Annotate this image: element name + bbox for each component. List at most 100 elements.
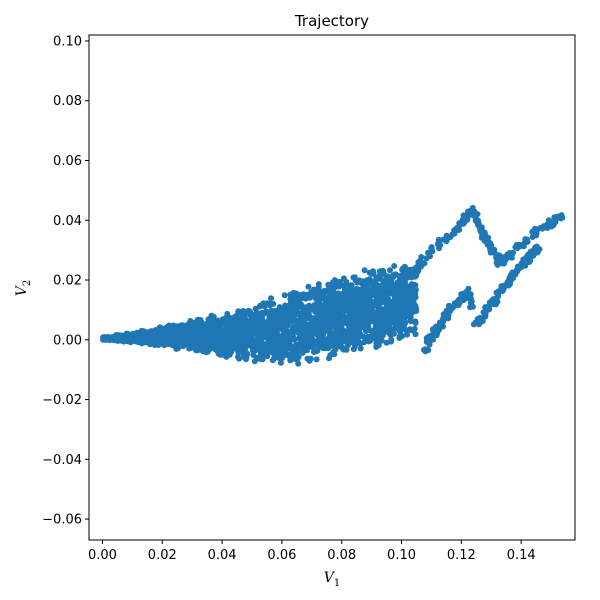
data-point bbox=[179, 339, 186, 346]
data-point bbox=[395, 301, 401, 308]
data-point bbox=[224, 319, 231, 326]
data-point bbox=[415, 268, 422, 274]
data-point bbox=[170, 332, 177, 339]
y-tick-label: 0.02 bbox=[53, 274, 82, 289]
data-point bbox=[297, 295, 304, 302]
data-point bbox=[504, 279, 511, 285]
data-point bbox=[373, 299, 380, 306]
data-point bbox=[195, 326, 202, 333]
data-point bbox=[336, 332, 343, 339]
data-point bbox=[171, 328, 177, 335]
data-point bbox=[308, 332, 315, 339]
data-point bbox=[277, 359, 284, 366]
data-point bbox=[166, 332, 173, 339]
data-point bbox=[334, 300, 341, 307]
data-point bbox=[383, 280, 390, 286]
data-point bbox=[483, 306, 490, 313]
data-point bbox=[290, 343, 296, 350]
data-point bbox=[407, 267, 414, 274]
data-point bbox=[559, 214, 566, 221]
data-point bbox=[263, 331, 270, 338]
data-point bbox=[482, 238, 489, 245]
data-point bbox=[378, 337, 385, 344]
data-point bbox=[356, 294, 363, 301]
data-point bbox=[300, 308, 307, 314]
data-point bbox=[250, 352, 257, 358]
data-point bbox=[405, 274, 411, 281]
data-point bbox=[252, 340, 259, 346]
data-point bbox=[208, 330, 215, 337]
data-point bbox=[186, 338, 193, 345]
data-point bbox=[302, 320, 309, 327]
data-point bbox=[215, 330, 222, 337]
data-point bbox=[412, 331, 419, 338]
data-point bbox=[293, 352, 300, 359]
data-point bbox=[447, 304, 454, 311]
data-point bbox=[387, 285, 394, 292]
data-point bbox=[526, 255, 533, 262]
data-point bbox=[315, 281, 322, 288]
x-tick-label: 0.00 bbox=[88, 548, 117, 563]
data-point bbox=[326, 293, 333, 300]
y-tick-label: 0.10 bbox=[53, 34, 82, 49]
data-point bbox=[402, 307, 409, 314]
data-point bbox=[267, 348, 274, 355]
data-point bbox=[210, 338, 217, 345]
data-point bbox=[152, 329, 159, 336]
data-point bbox=[293, 305, 300, 312]
y-tick-label: 0.00 bbox=[53, 333, 82, 348]
x-tick-label: 0.10 bbox=[387, 548, 416, 563]
data-point bbox=[243, 339, 250, 346]
data-point bbox=[309, 321, 316, 328]
y-axis-label: V2 bbox=[14, 280, 33, 297]
data-point bbox=[288, 318, 295, 325]
data-point bbox=[296, 301, 303, 308]
data-point bbox=[471, 213, 478, 220]
data-point bbox=[311, 349, 317, 355]
data-point bbox=[357, 345, 364, 352]
data-point bbox=[148, 336, 155, 343]
x-tick-label: 0.06 bbox=[267, 548, 296, 563]
data-point bbox=[206, 346, 213, 353]
data-point bbox=[261, 303, 268, 310]
data-point bbox=[266, 302, 273, 309]
data-point bbox=[318, 324, 325, 331]
y-tick-label: 0.08 bbox=[53, 94, 82, 109]
data-point bbox=[285, 309, 292, 316]
data-point bbox=[408, 294, 415, 301]
data-point bbox=[278, 308, 285, 315]
data-point bbox=[377, 332, 384, 339]
plot-frame bbox=[88, 34, 576, 541]
data-point bbox=[264, 353, 271, 360]
data-point bbox=[270, 334, 277, 341]
data-point bbox=[390, 291, 397, 298]
data-point bbox=[433, 332, 440, 339]
data-point bbox=[387, 267, 393, 274]
data-point bbox=[533, 244, 540, 251]
data-point bbox=[247, 331, 253, 338]
data-point bbox=[208, 317, 215, 324]
data-point bbox=[492, 295, 499, 302]
data-point bbox=[445, 310, 452, 316]
data-point bbox=[320, 345, 326, 351]
data-point bbox=[177, 332, 184, 339]
data-point bbox=[335, 343, 342, 350]
data-point bbox=[347, 308, 354, 315]
data-point bbox=[396, 334, 403, 340]
data-point bbox=[521, 257, 528, 264]
data-point bbox=[388, 328, 395, 335]
data-point bbox=[364, 277, 371, 284]
data-point bbox=[520, 243, 527, 250]
data-point bbox=[291, 336, 298, 343]
y-axis: −0.06 −0.04 −0.02 0.00 0.02 0.04 0.06 0.08 0.10 bbox=[42, 34, 89, 528]
data-point bbox=[140, 330, 147, 337]
data-point bbox=[359, 309, 365, 316]
data-point bbox=[475, 317, 482, 324]
data-point bbox=[423, 255, 430, 262]
y-tick-label: 0.06 bbox=[53, 154, 82, 169]
data-point bbox=[383, 339, 390, 346]
data-point bbox=[228, 344, 235, 351]
data-point bbox=[194, 319, 201, 326]
data-point bbox=[280, 324, 287, 331]
